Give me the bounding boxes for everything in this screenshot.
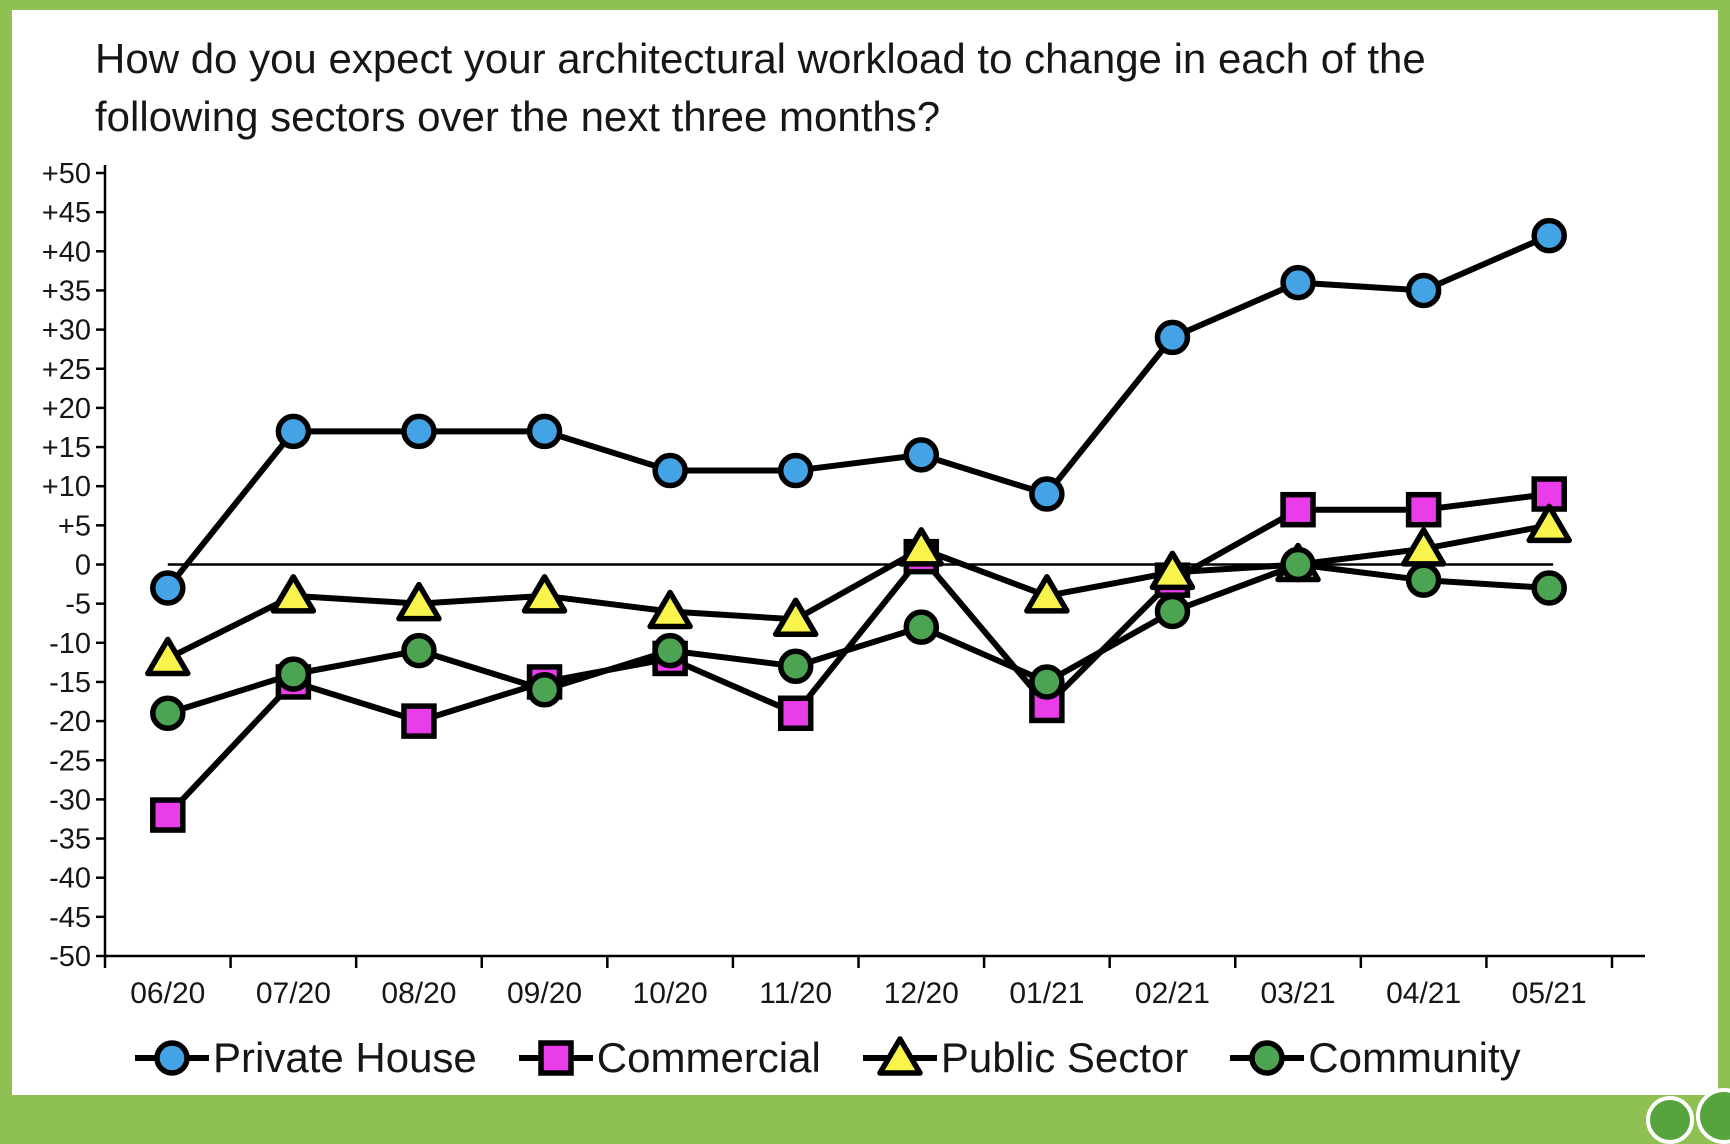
legend-label: Public Sector	[940, 1034, 1189, 1081]
data-point-public-sector	[521, 574, 568, 614]
legend-item-private-house: Private House	[133, 1034, 477, 1082]
data-point-community	[150, 695, 186, 732]
data-point-private-house	[1280, 264, 1316, 301]
y-tick-label: +20	[42, 393, 91, 425]
legend-label: Private House	[213, 1034, 477, 1081]
y-tick-label: -40	[49, 863, 91, 895]
y-tick-label: -25	[49, 745, 91, 777]
chart-legend: Private House Commercial Public Sector Comm…	[133, 1034, 1653, 1082]
data-point-private-house	[1154, 319, 1191, 356]
x-tick-label: 05/21	[1512, 977, 1587, 1010]
legend-item-commercial: Commercial	[517, 1034, 821, 1082]
x-tick-label: 02/21	[1135, 977, 1210, 1010]
legend-marker-circle-icon	[1230, 1040, 1305, 1076]
data-point-community	[1029, 664, 1065, 700]
data-point-private-house	[526, 413, 563, 450]
x-tick-label: 10/20	[633, 977, 708, 1010]
data-point-community	[652, 632, 688, 669]
y-tick-label: -50	[49, 941, 91, 973]
legend-marker-circle-icon	[135, 1040, 209, 1076]
data-point-public-sector	[1149, 550, 1196, 591]
data-point-private-house	[154, 1040, 190, 1076]
data-point-public-sector	[1526, 503, 1572, 544]
series-line-public-sector	[164, 522, 1553, 662]
data-point-community	[1405, 562, 1442, 598]
data-point-commercial	[1280, 491, 1316, 528]
data-point-private-house	[1405, 272, 1442, 309]
y-tick-label: +25	[42, 354, 91, 386]
series-line-community	[164, 561, 1553, 717]
data-point-private-house	[275, 413, 312, 450]
y-tick-label: -45	[49, 902, 91, 934]
data-point-commercial	[150, 797, 186, 833]
data-point-private-house	[401, 413, 437, 450]
data-point-community	[903, 609, 940, 645]
data-point-community	[777, 648, 814, 685]
y-tick-label: -10	[49, 628, 91, 660]
data-point-commercial	[538, 1040, 574, 1076]
data-point-community	[1531, 570, 1567, 606]
data-point-commercial	[401, 703, 437, 739]
y-tick-label: 0	[75, 550, 91, 582]
x-tick-label: 09/20	[507, 977, 582, 1010]
decorative-circle	[1646, 1096, 1694, 1144]
y-tick-label: +15	[42, 432, 91, 464]
x-tick-label: 03/21	[1261, 977, 1336, 1010]
y-tick-label: +35	[42, 275, 91, 307]
data-point-public-sector	[877, 1036, 923, 1076]
x-tick-label: 04/21	[1386, 977, 1461, 1010]
data-point-private-house	[652, 452, 688, 489]
y-tick-label: -15	[49, 667, 91, 699]
data-point-community	[526, 672, 563, 708]
x-tick-label: 01/21	[1009, 977, 1084, 1010]
y-tick-label: -20	[49, 706, 91, 738]
data-point-community	[1154, 593, 1191, 630]
y-tick-label: -30	[49, 784, 91, 816]
data-point-public-sector	[1024, 574, 1070, 614]
data-point-community	[1280, 546, 1316, 583]
x-tick-label: 06/20	[130, 977, 205, 1010]
x-tick-label: 07/20	[256, 977, 331, 1010]
data-point-private-house	[903, 437, 940, 473]
data-point-public-sector	[145, 636, 191, 677]
data-point-commercial	[1405, 491, 1442, 528]
data-point-public-sector	[772, 597, 819, 638]
data-point-public-sector	[898, 527, 945, 567]
data-point-private-house	[150, 570, 186, 606]
y-tick-label: +40	[42, 236, 91, 268]
series-line-private-house	[164, 232, 1553, 591]
x-tick-label: 11/20	[759, 977, 832, 1010]
data-point-community	[275, 656, 312, 692]
data-point-public-sector	[396, 581, 442, 622]
legend-marker-square-icon	[518, 1040, 593, 1076]
legend-marker-triangle-icon	[862, 1036, 937, 1076]
legend-item-community: Community	[1228, 1034, 1521, 1082]
legend-label: Commercial	[596, 1034, 821, 1081]
series-line-commercial	[164, 491, 1553, 819]
y-tick-label: +10	[42, 471, 91, 503]
data-point-public-sector	[270, 574, 317, 614]
y-tick-label: -5	[65, 589, 91, 621]
x-tick-label: 12/20	[884, 977, 959, 1010]
chart-title: How do you expect your architectural wor…	[95, 35, 1426, 140]
data-point-public-sector	[647, 589, 693, 630]
y-tick-label: +5	[58, 510, 91, 542]
y-tick-label: +45	[42, 197, 91, 229]
y-tick-label: +50	[42, 158, 91, 190]
y-tick-label: -35	[49, 824, 91, 856]
data-point-private-house	[777, 452, 814, 489]
x-tick-label: 08/20	[381, 977, 456, 1010]
legend-item-public-sector: Public Sector	[861, 1034, 1188, 1082]
legend-label: Community	[1308, 1034, 1521, 1081]
y-tick-label: +30	[42, 315, 91, 347]
data-point-community	[401, 632, 437, 669]
data-point-private-house	[1531, 217, 1567, 254]
data-point-commercial	[777, 695, 814, 732]
data-point-community	[1249, 1040, 1286, 1076]
data-point-private-house	[1029, 476, 1065, 512]
